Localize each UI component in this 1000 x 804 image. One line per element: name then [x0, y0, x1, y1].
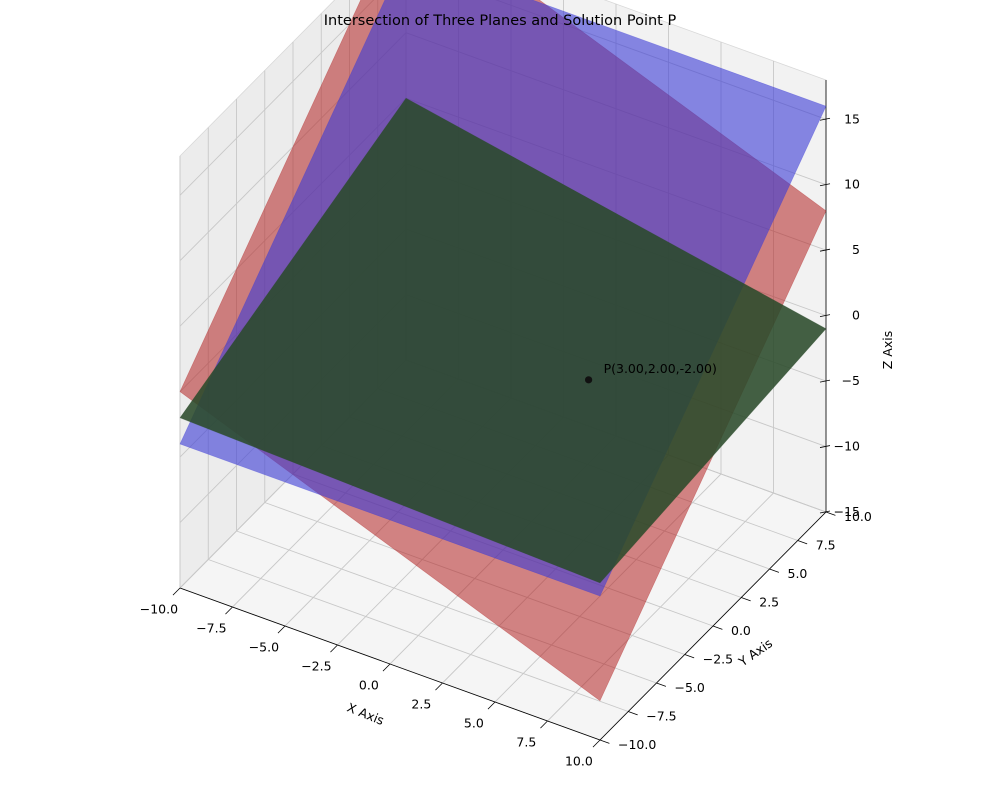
x-tick-4: [382, 663, 391, 672]
y-tick-label-8: 10.0: [844, 509, 872, 524]
z-tick-6: [819, 117, 831, 121]
y-tick-label-7: 7.5: [816, 538, 836, 553]
y-tick-label-0: −10.0: [618, 737, 656, 752]
x-tick-7: [540, 720, 548, 729]
solution-point: [585, 376, 593, 384]
x-tick-3: [330, 644, 338, 653]
z-tick-4: [819, 248, 831, 252]
y-tick-label-6: 5.0: [788, 566, 808, 581]
x-tick-2: [277, 625, 286, 634]
grid-y-floor-1: [208, 559, 629, 712]
y-tick-8: [825, 511, 836, 516]
x-tick-1: [225, 606, 233, 615]
y-axis-label: Y Axis: [735, 635, 775, 669]
y-tick-6: [769, 568, 780, 573]
z-tick-label-4: 5: [852, 242, 860, 257]
z-tick-5: [819, 183, 831, 187]
z-axis-label: Z Axis: [880, 331, 895, 369]
y-tick-label-5: 2.5: [759, 595, 779, 610]
z-tick-label-5: 10: [844, 177, 860, 192]
z-tick-0: [819, 510, 831, 514]
y-tick-4: [712, 625, 723, 630]
y-tick-2: [656, 682, 667, 687]
y-tick-0: [599, 739, 610, 744]
y-tick-7: [797, 540, 808, 545]
x-tick-label-2: −5.0: [249, 639, 279, 654]
x-tick-5: [435, 682, 443, 691]
plane-3: [179, 97, 827, 584]
y-tick-5: [741, 597, 751, 602]
y-tick-label-3: −2.5: [703, 652, 733, 667]
z-tick-label-2: −5: [842, 373, 860, 388]
y-tick-label-1: −7.5: [646, 709, 676, 724]
x-axis-label: X Axis: [345, 700, 386, 728]
x-tick-label-3: −2.5: [301, 658, 331, 673]
x-tick-8: [592, 739, 601, 748]
y-tick-label-4: 0.0: [731, 623, 751, 638]
x-tick-label-7: 7.5: [516, 734, 536, 749]
y-tick-3: [684, 654, 695, 659]
z-tick-label-1: −10: [834, 439, 860, 454]
z-tick-label-0: −15: [834, 504, 860, 519]
x-tick-label-5: 2.5: [411, 696, 431, 711]
x-tick-0: [172, 587, 181, 596]
z-tick-label-3: 0: [852, 308, 860, 323]
y-tick-label-2: −5.0: [675, 680, 705, 695]
solution-point-label: P(3.00,2.00,-2.00): [604, 361, 717, 376]
x-tick-label-0: −10.0: [140, 601, 178, 616]
z-tick-1: [819, 445, 831, 448]
chart-title: Intersection of Three Planes and Solutio…: [324, 13, 677, 29]
z-tick-label-6: 15: [844, 111, 860, 126]
x-tick-label-4: 0.0: [359, 677, 379, 692]
x-tick-6: [487, 701, 496, 710]
y-tick-1: [628, 711, 638, 716]
solution-point-layer: P(3.00,2.00,-2.00): [585, 361, 717, 384]
tick-labels: −10.0 −7.5 −5.0 −2.5 0.0 2.5 5.0 7.5 10.0 −10.0 −7…: [140, 111, 872, 768]
x-tick-label-6: 5.0: [464, 715, 484, 730]
z-tick-3: [819, 314, 831, 318]
x-tick-label-8: 10.0: [565, 753, 593, 768]
plane-surfaces: [179, 0, 827, 702]
x-tick-label-1: −7.5: [196, 620, 226, 635]
z-tick-2: [819, 379, 831, 383]
